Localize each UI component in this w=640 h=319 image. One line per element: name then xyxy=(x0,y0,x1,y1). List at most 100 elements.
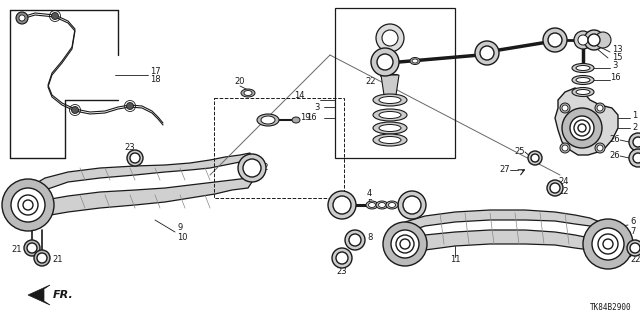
Text: 22: 22 xyxy=(258,164,269,173)
Circle shape xyxy=(603,239,613,249)
Circle shape xyxy=(345,230,365,250)
Circle shape xyxy=(475,41,499,65)
Text: 11: 11 xyxy=(450,256,460,264)
Circle shape xyxy=(588,34,600,46)
Circle shape xyxy=(578,124,586,132)
Polygon shape xyxy=(28,153,252,198)
Circle shape xyxy=(328,191,356,219)
Circle shape xyxy=(382,30,398,46)
Polygon shape xyxy=(28,178,252,220)
Circle shape xyxy=(72,107,79,114)
Circle shape xyxy=(377,54,393,70)
Circle shape xyxy=(592,228,624,260)
Circle shape xyxy=(629,149,640,167)
Text: 23: 23 xyxy=(125,144,135,152)
Circle shape xyxy=(18,195,38,215)
Circle shape xyxy=(528,151,542,165)
Ellipse shape xyxy=(379,137,401,144)
Circle shape xyxy=(595,103,605,113)
Text: 17: 17 xyxy=(150,66,161,76)
Circle shape xyxy=(238,154,266,182)
Bar xyxy=(335,8,455,158)
Circle shape xyxy=(595,143,605,153)
Circle shape xyxy=(595,32,611,48)
Circle shape xyxy=(560,103,570,113)
Circle shape xyxy=(371,48,399,76)
Circle shape xyxy=(550,183,560,193)
Text: 26: 26 xyxy=(609,136,620,145)
Circle shape xyxy=(34,250,50,266)
Ellipse shape xyxy=(373,109,407,121)
Text: 21: 21 xyxy=(12,246,22,255)
Text: 24: 24 xyxy=(558,177,568,187)
Text: 3: 3 xyxy=(612,61,618,70)
Circle shape xyxy=(629,133,640,151)
Circle shape xyxy=(130,153,140,163)
Text: 22: 22 xyxy=(365,78,376,86)
Circle shape xyxy=(400,239,410,249)
Ellipse shape xyxy=(388,203,396,207)
Circle shape xyxy=(597,145,603,151)
Circle shape xyxy=(574,31,592,49)
Text: 8: 8 xyxy=(367,234,372,242)
Text: 21: 21 xyxy=(52,256,63,264)
Text: 3: 3 xyxy=(315,102,320,112)
Text: FR.: FR. xyxy=(53,290,74,300)
Ellipse shape xyxy=(379,112,401,118)
Circle shape xyxy=(562,145,568,151)
Text: 6: 6 xyxy=(630,218,636,226)
Circle shape xyxy=(376,24,404,52)
Ellipse shape xyxy=(572,87,594,97)
Ellipse shape xyxy=(261,116,275,124)
Circle shape xyxy=(127,102,134,109)
Ellipse shape xyxy=(373,122,407,134)
Polygon shape xyxy=(405,210,608,234)
Ellipse shape xyxy=(576,78,590,83)
Text: 15: 15 xyxy=(612,54,623,63)
Text: 1: 1 xyxy=(632,112,637,121)
Text: 2: 2 xyxy=(632,123,637,132)
Circle shape xyxy=(396,235,414,253)
Text: 18: 18 xyxy=(150,75,161,84)
Ellipse shape xyxy=(379,97,401,103)
Circle shape xyxy=(19,14,26,21)
Ellipse shape xyxy=(292,117,300,123)
Circle shape xyxy=(332,248,352,268)
Ellipse shape xyxy=(576,65,590,70)
Circle shape xyxy=(403,196,421,214)
Polygon shape xyxy=(381,75,399,95)
Text: 25: 25 xyxy=(515,147,525,157)
Circle shape xyxy=(570,116,594,140)
Circle shape xyxy=(127,150,143,166)
Circle shape xyxy=(37,253,47,263)
Circle shape xyxy=(543,28,567,52)
Text: 14: 14 xyxy=(294,92,305,100)
Circle shape xyxy=(16,12,28,24)
Circle shape xyxy=(333,196,351,214)
Text: 20: 20 xyxy=(235,78,245,86)
Text: 19: 19 xyxy=(300,114,310,122)
Text: 22: 22 xyxy=(630,256,640,264)
Ellipse shape xyxy=(412,59,418,63)
Circle shape xyxy=(336,252,348,264)
Circle shape xyxy=(630,243,640,253)
Polygon shape xyxy=(28,285,50,305)
Circle shape xyxy=(243,159,261,177)
Bar xyxy=(214,98,344,198)
Polygon shape xyxy=(555,88,618,155)
Ellipse shape xyxy=(244,91,252,95)
Text: 13: 13 xyxy=(612,46,623,55)
Circle shape xyxy=(398,191,426,219)
Circle shape xyxy=(27,243,37,253)
Circle shape xyxy=(51,12,58,19)
Ellipse shape xyxy=(376,201,388,209)
Ellipse shape xyxy=(373,134,407,146)
Circle shape xyxy=(19,15,25,21)
Ellipse shape xyxy=(386,201,398,209)
Circle shape xyxy=(583,219,633,269)
Circle shape xyxy=(574,120,590,136)
Circle shape xyxy=(11,188,45,222)
Ellipse shape xyxy=(572,63,594,72)
Polygon shape xyxy=(405,230,610,258)
Text: 9: 9 xyxy=(177,224,182,233)
